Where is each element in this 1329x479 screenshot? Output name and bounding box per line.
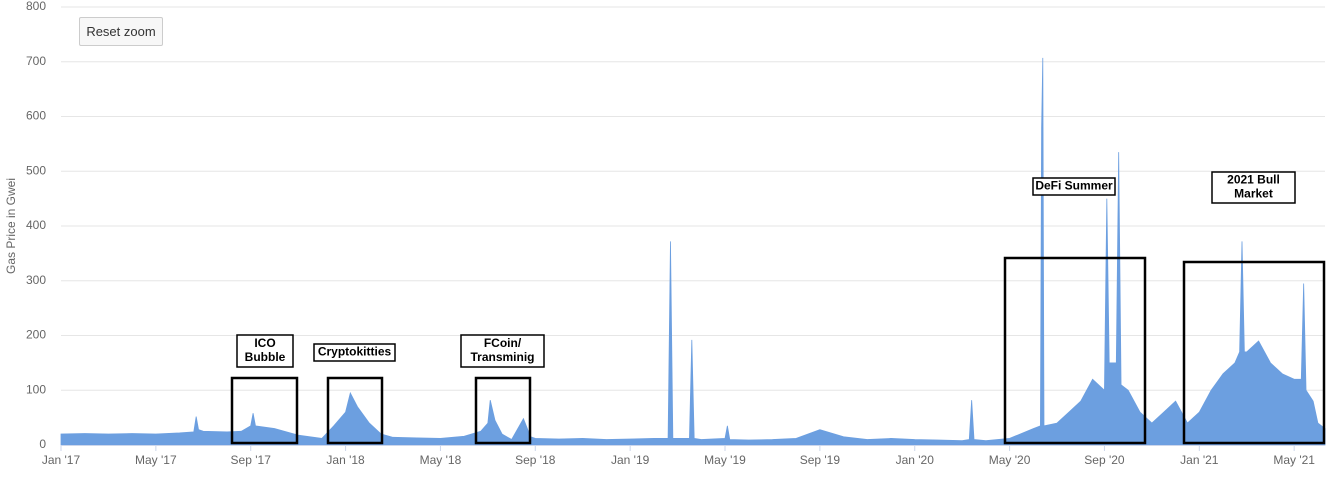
y-tick-label: 500 (26, 163, 46, 177)
annotation-text: Bubble (245, 350, 286, 364)
annotation-text: Transminig (470, 350, 534, 364)
x-tick-label: May '18 (420, 453, 462, 467)
x-tick-label: May '17 (135, 453, 177, 467)
annotation-text: 2021 Bull (1227, 173, 1280, 187)
y-axis-label: Gas Price in Gwei (4, 178, 18, 274)
annotation-label-box (460, 334, 545, 368)
annotation-label-box (236, 334, 294, 368)
x-tick-label: Jan '19 (611, 453, 650, 467)
y-tick-label: 800 (26, 0, 46, 13)
x-tick-label: May '19 (704, 453, 746, 467)
reset-zoom-button[interactable]: Reset zoom (79, 17, 163, 46)
x-tick-label: Jan '21 (1180, 453, 1219, 467)
annotation-text: Market (1234, 187, 1273, 201)
x-tick-label: May '21 (1273, 453, 1315, 467)
annotation-text: DeFi Summer (1035, 179, 1113, 193)
annotation-text: Cryptokitties (318, 345, 392, 359)
x-tick-label: Jan '18 (326, 453, 365, 467)
x-tick-label: Sep '18 (515, 453, 556, 467)
y-tick-label: 100 (26, 382, 46, 396)
annotation-box (230, 376, 299, 445)
annotation-label-box (1032, 177, 1116, 196)
x-tick-label: May '20 (989, 453, 1031, 467)
x-tick-label: Sep '19 (800, 453, 841, 467)
area (60, 57, 1326, 446)
annotation-label-box (1211, 171, 1296, 204)
annotation-box (474, 376, 532, 445)
x-tick-label: Jan '17 (42, 453, 81, 467)
x-tick-label: Jan '20 (896, 453, 935, 467)
annotation-box (1182, 260, 1326, 445)
y-tick-label: 0 (39, 437, 46, 451)
y-tick-label: 400 (26, 218, 46, 232)
annotation-box (326, 376, 384, 445)
annotation-label-box (313, 343, 396, 362)
x-tick-label: Sep '17 (231, 453, 272, 467)
y-tick-label: 200 (26, 328, 46, 342)
annotation-box (1003, 256, 1147, 445)
x-tick-label: Sep '20 (1084, 453, 1125, 467)
y-tick-label: 300 (26, 273, 46, 287)
annotation-text: FCoin/ (484, 336, 522, 350)
y-tick-label: 600 (26, 109, 46, 123)
annotation-text: ICO (254, 336, 275, 350)
y-tick-label: 700 (26, 54, 46, 68)
